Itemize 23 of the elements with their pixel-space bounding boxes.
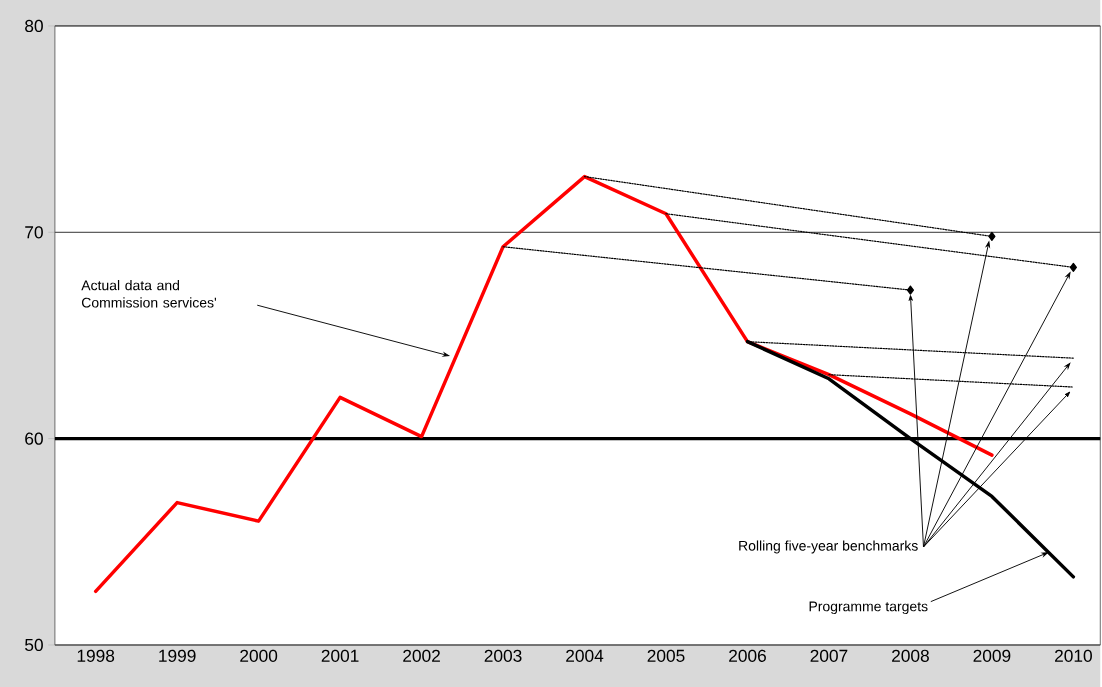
point [988,231,996,242]
x-tick-label: 2007 [810,649,848,662]
annotation: Rolling five-year benchmarks [739,540,918,554]
y-tick-label: 70 [25,226,43,239]
x-tick-label: 2000 [240,649,278,662]
x-tick-label: 2002 [403,649,440,662]
x-tick-label: 2001 [321,649,359,662]
x-tick-label: 2006 [729,649,766,662]
x-tick-label: 2004 [566,649,604,662]
x-tick-label: 2009 [973,649,1011,662]
annotation: Actual data and Commission services' [81,280,217,308]
x-tick-label: 2010 [1055,649,1092,662]
annotation: Programme targets [809,601,928,615]
x-tick-label: 1998 [77,649,115,662]
y-tick-label: 60 [25,432,43,445]
x-tick-label: 1999 [159,649,196,662]
x-tick-label: 2003 [484,649,522,662]
x-tick-label: 2005 [647,649,685,662]
point [1069,262,1077,273]
y-tick-label: 80 [25,19,43,33]
y-tick-label: 50 [25,638,43,652]
point [906,285,915,295]
x-tick-label: 2008 [892,649,929,662]
